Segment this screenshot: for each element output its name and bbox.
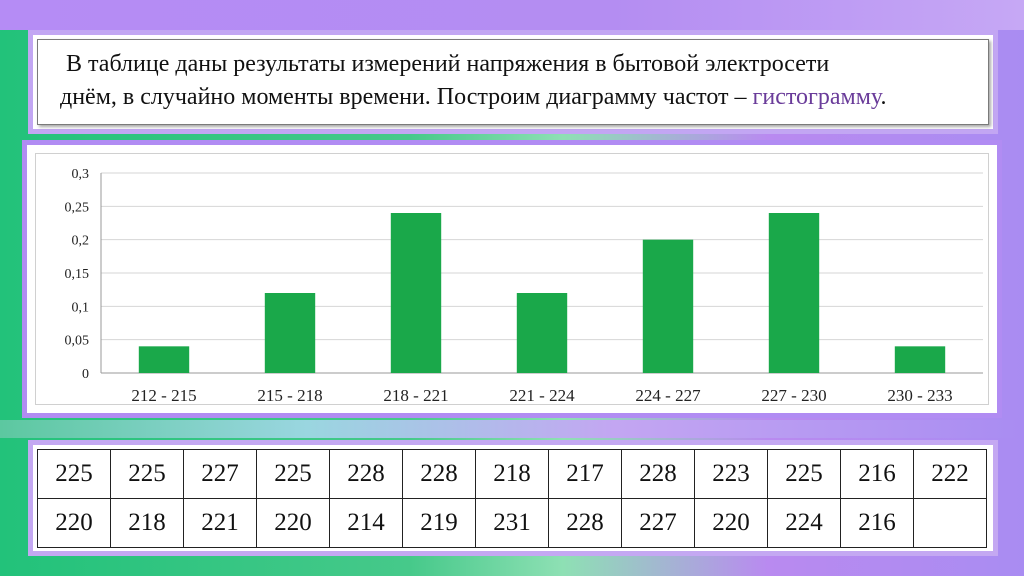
x-tick-label: 215 - 218 [257, 386, 322, 405]
table-cell: 220 [37, 498, 111, 548]
bar [768, 213, 820, 373]
table-cell: 220 [694, 498, 768, 548]
table-cell: 221 [183, 498, 257, 548]
table-cell: 218 [110, 498, 184, 548]
table-cell: 225 [767, 449, 841, 499]
x-tick-label: 218 - 221 [383, 386, 448, 405]
histogram-term: гистограмму [752, 84, 881, 110]
middle-decor-band [0, 420, 1024, 438]
description-box: В таблице даны результаты измерений напр… [37, 39, 989, 125]
table-cell: 216 [840, 449, 914, 499]
table-cell: 222 [913, 449, 987, 499]
description-line-1: В таблице даны результаты измерений напр… [66, 51, 830, 77]
table-cell: 225 [37, 449, 111, 499]
bar [516, 293, 568, 373]
table-cell: 219 [402, 498, 476, 548]
bar [642, 239, 694, 373]
y-tick-label: 0,25 [65, 200, 90, 215]
table-cell: 228 [621, 449, 695, 499]
y-tick-label: 0,05 [65, 334, 90, 349]
bar [138, 346, 190, 373]
x-tick-label: 230 - 233 [887, 386, 952, 405]
y-tick-label: 0,3 [72, 167, 90, 182]
x-tick-label: 224 - 227 [635, 386, 701, 405]
table-cell: 228 [548, 498, 622, 548]
table-row: 225 225 227 225 228 228 218 217 228 223 225 216 222 [37, 449, 987, 499]
table-cell: 224 [767, 498, 841, 548]
top-decor-band [0, 0, 1024, 30]
bar [390, 213, 442, 373]
y-tick-label: 0,2 [72, 234, 90, 249]
bar [264, 293, 316, 373]
measurements-table: 225 225 227 225 228 228 218 217 228 223 225 216 222 2… [37, 449, 987, 548]
x-tick-label: 212 - 215 [131, 386, 196, 405]
chart-panel: 0 0,05 0,1 0,15 0,2 0,25 0,3 212 - 215 215 - 218… [22, 140, 1002, 418]
x-tick-label: 221 - 224 [509, 386, 575, 405]
table-cell: 223 [694, 449, 768, 499]
description-line-2-end: . [880, 84, 887, 110]
chart-frame [35, 153, 989, 405]
table-row: 220 218 221 220 214 219 231 228 227 220 224 216 [37, 498, 987, 548]
x-tick-label: 227 - 230 [761, 386, 826, 405]
table-cell [913, 498, 987, 548]
table-cell: 218 [475, 449, 549, 499]
y-tick-label: 0,15 [65, 267, 90, 282]
description-line-2: днём, в случайно моменты времени. Постро… [60, 81, 980, 114]
table-cell: 216 [840, 498, 914, 548]
table-cell: 231 [475, 498, 549, 548]
description-line-2-text: днём, в случайно моменты времени. Постро… [60, 84, 753, 110]
table-cell: 227 [621, 498, 695, 548]
table-cell: 217 [548, 449, 622, 499]
description-panel: В таблице даны результаты измерений напр… [28, 30, 998, 134]
table-panel: 225 225 227 225 228 228 218 217 228 223 225 216 222 2… [28, 440, 998, 556]
histogram-chart: 0 0,05 0,1 0,15 0,2 0,25 0,3 212 - 215 215 - 218… [65, 167, 983, 405]
bar [894, 346, 946, 373]
table-cell: 227 [183, 449, 257, 499]
y-tick-label: 0,1 [72, 300, 90, 315]
table-cell: 220 [256, 498, 330, 548]
y-tick-label: 0 [82, 367, 89, 382]
table-cell: 228 [402, 449, 476, 499]
table-cell: 225 [256, 449, 330, 499]
table-cell: 225 [110, 449, 184, 499]
table-cell: 228 [329, 449, 403, 499]
description-text: В таблице даны результаты измерений напр… [60, 48, 980, 114]
table-cell: 214 [329, 498, 403, 548]
